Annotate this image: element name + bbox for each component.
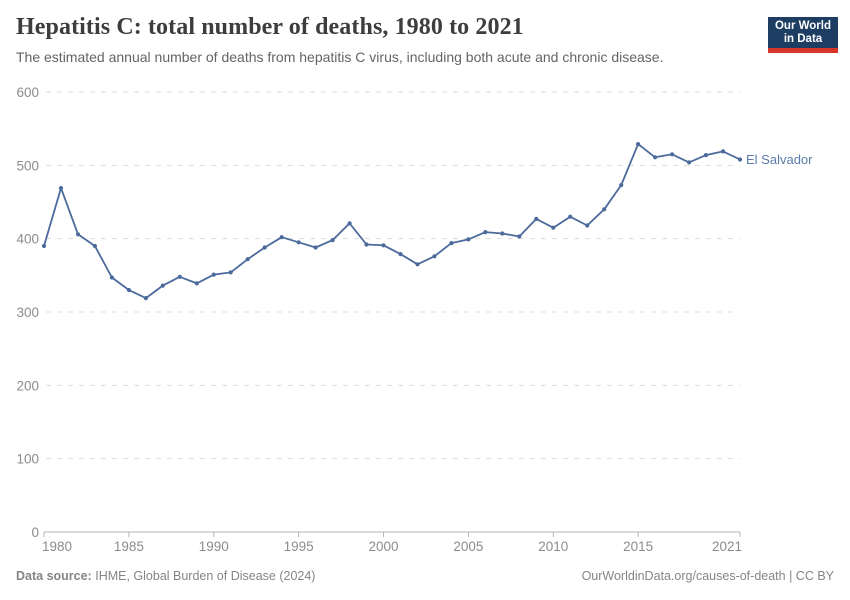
data-point <box>75 232 81 237</box>
data-point <box>551 225 556 230</box>
data-source: Data source: IHME, Global Burden of Dise… <box>16 568 315 584</box>
data-point <box>449 241 454 246</box>
data-point <box>41 243 47 249</box>
y-axis-tick-label: 200 <box>16 378 39 393</box>
data-point <box>109 275 114 280</box>
data-point <box>720 149 726 154</box>
x-axis-tick-label: 2005 <box>453 539 483 554</box>
data-point <box>194 281 199 286</box>
credit-link: OurWorldinData.org/causes-of-death | CC … <box>581 569 834 583</box>
data-point <box>670 152 675 157</box>
data-point <box>347 221 352 226</box>
y-axis-tick-label: 100 <box>16 452 39 467</box>
data-point <box>415 262 420 267</box>
data-point <box>330 238 335 243</box>
page-subtitle: The estimated annual number of deaths fr… <box>16 49 664 65</box>
y-axis-tick-label: 300 <box>16 305 39 320</box>
data-point <box>143 296 148 301</box>
data-point <box>585 223 590 228</box>
data-point <box>262 245 267 250</box>
data-point <box>126 287 131 293</box>
data-point <box>211 272 216 277</box>
data-point <box>364 242 369 247</box>
x-axis-tick-label: 1985 <box>114 539 144 554</box>
x-axis-tick-label: 1990 <box>199 539 229 554</box>
y-axis-tick-label: 600 <box>16 85 39 100</box>
y-axis-tick-label: 500 <box>16 158 39 173</box>
data-point <box>636 142 641 147</box>
data-point <box>245 257 250 262</box>
data-point <box>313 245 318 250</box>
data-point <box>177 274 182 279</box>
page-title: Hepatitis C: total number of deaths, 198… <box>16 14 524 40</box>
owid-logo-line1: Our World <box>774 19 831 32</box>
x-axis-tick-label: 2010 <box>538 539 568 554</box>
data-point <box>58 186 64 191</box>
data-point <box>296 240 301 245</box>
data-point <box>92 243 97 249</box>
data-source-label: Data source: <box>16 569 92 583</box>
x-axis-tick-label: 1980 <box>42 539 72 554</box>
data-line <box>43 143 741 299</box>
chart-header: Hepatitis C: total number of deaths, 198… <box>16 12 750 66</box>
data-point <box>737 157 743 162</box>
owid-logo: Our World in Data <box>768 17 838 53</box>
x-axis-tick-label: 2000 <box>368 539 398 554</box>
data-point <box>534 216 539 221</box>
data-point <box>517 234 522 239</box>
y-axis-tick-label: 0 <box>31 525 39 540</box>
data-point <box>703 153 709 158</box>
x-axis-tick-label: 2015 <box>623 539 653 554</box>
entity-label: El Salvador <box>746 152 813 167</box>
data-point <box>432 254 437 259</box>
x-axis-tick-label: 1995 <box>284 539 314 554</box>
data-point <box>483 230 488 235</box>
data-point <box>653 155 658 160</box>
owid-logo-line2: in Data <box>783 32 823 45</box>
data-point <box>398 252 403 257</box>
data-point <box>466 237 471 242</box>
data-point <box>228 270 233 275</box>
y-axis-tick-label: 400 <box>16 232 39 247</box>
data-source-text: IHME, Global Burden of Disease (2024) <box>95 569 316 583</box>
x-axis-tick-label: 2021 <box>712 539 742 554</box>
data-point <box>500 231 505 236</box>
data-point <box>568 214 573 219</box>
data-point <box>381 243 386 248</box>
data-point <box>602 207 607 212</box>
chart-footer: Data source: IHME, Global Burden of Dise… <box>16 568 834 584</box>
data-point <box>619 183 624 188</box>
data-point <box>687 160 692 165</box>
data-point <box>160 283 165 288</box>
data-point <box>279 235 284 240</box>
